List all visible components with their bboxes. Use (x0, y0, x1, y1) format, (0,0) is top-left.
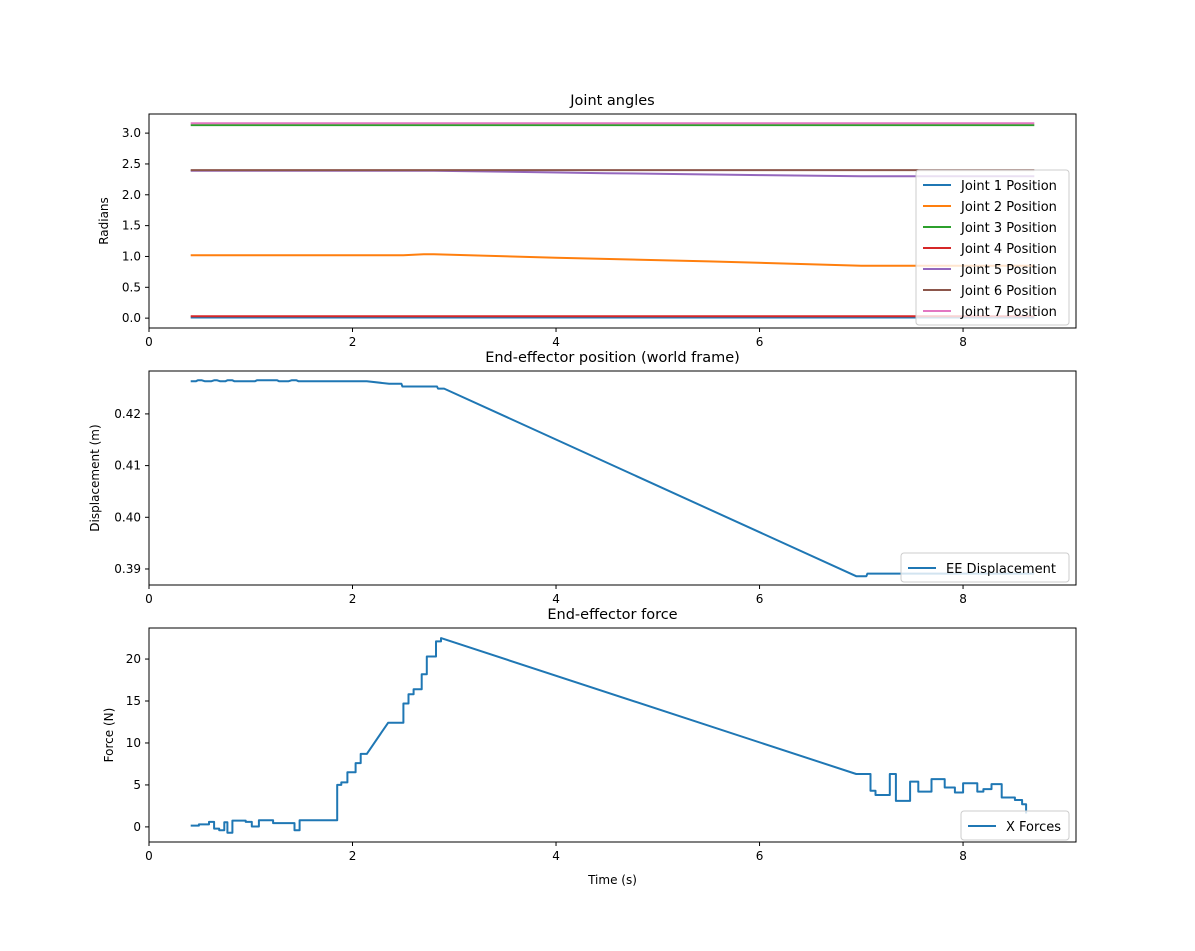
series-line-1 (190, 379, 1035, 578)
y-tick-label: 1.0 (122, 249, 141, 263)
x-tick-label: 6 (756, 592, 764, 606)
legend-label: Joint 2 Position (960, 200, 1057, 215)
y-tick-label: 2.5 (122, 157, 141, 171)
y-tick-label: 0.42 (114, 407, 141, 421)
y-tick-label: 20 (126, 652, 141, 666)
subplot-1: 0 2 4 6 8 0.0 0.5 1.0 1.5 2.0 2.5 3.0 Joint angles Ra… (97, 93, 1077, 349)
legend: X Forces (960, 810, 1070, 841)
x-tick-label: 0 (145, 849, 153, 863)
subplot-3: 0 2 4 6 8 0 5 10 15 20 End-effector force Force (N)… (102, 607, 1077, 887)
legend-label: Joint 3 Position (960, 221, 1057, 236)
legend-box (960, 810, 1070, 841)
x-tick-label: 8 (959, 849, 967, 863)
axes-frame (148, 627, 1077, 843)
legend-label: EE Displacement (946, 562, 1056, 577)
y-tick-label: 2.0 (122, 188, 141, 202)
x-tick-label: 8 (959, 335, 967, 349)
legend-box (900, 552, 1070, 583)
y-axis-label: Radians (97, 197, 111, 245)
legend-label: Joint 5 Position (960, 263, 1057, 278)
series-line-1 (190, 637, 1028, 834)
subplot-title: End-effector force (547, 607, 677, 623)
legend-label: X Forces (1006, 820, 1061, 835)
y-tick-label: 0.39 (114, 562, 141, 576)
subplot-2: 0 2 4 6 8 0.39 0.40 0.41 0.42 End-effector positi… (88, 350, 1077, 606)
legend: EE Displacement (900, 552, 1070, 583)
x-tick-label: 4 (552, 592, 560, 606)
y-tick-label: 0 (133, 820, 141, 834)
x-tick-label: 4 (552, 849, 560, 863)
axes-frame (148, 113, 1077, 329)
legend-label: Joint 6 Position (960, 284, 1057, 299)
x-axis-label: Time (s) (587, 873, 637, 887)
legend-box (915, 169, 1070, 326)
x-tick-label: 6 (756, 849, 764, 863)
series-line-5 (190, 169, 1035, 178)
series-line-2 (190, 253, 1035, 267)
y-tick-label: 5 (133, 778, 141, 792)
y-tick-label: 15 (126, 694, 141, 708)
x-tick-label: 4 (552, 335, 560, 349)
subplot-title: End-effector position (world frame) (485, 350, 740, 366)
legend-label: Joint 7 Position (960, 305, 1057, 320)
legend-label: Joint 4 Position (960, 242, 1057, 257)
x-tick-label: 6 (756, 335, 764, 349)
legend-label: Joint 1 Position (960, 179, 1057, 194)
y-axis-label: Force (N) (102, 708, 116, 763)
x-tick-label: 2 (349, 592, 357, 606)
y-tick-label: 0.40 (114, 510, 141, 524)
legend: Joint 1 Position Joint 2 Position Joint 3 … (915, 169, 1070, 326)
x-tick-label: 0 (145, 335, 153, 349)
y-axis-label: Displacement (m) (88, 424, 102, 531)
x-tick-label: 2 (349, 335, 357, 349)
y-tick-label: 10 (126, 736, 141, 750)
y-tick-label: 0.5 (122, 280, 141, 294)
x-tick-label: 0 (145, 592, 153, 606)
y-tick-label: 1.5 (122, 219, 141, 233)
y-tick-label: 0.0 (122, 311, 141, 325)
y-tick-label: 3.0 (122, 126, 141, 140)
axes-frame (148, 370, 1077, 586)
y-tick-label: 0.41 (114, 459, 141, 473)
subplot-title: Joint angles (569, 93, 654, 109)
x-tick-label: 2 (349, 849, 357, 863)
x-tick-label: 8 (959, 592, 967, 606)
